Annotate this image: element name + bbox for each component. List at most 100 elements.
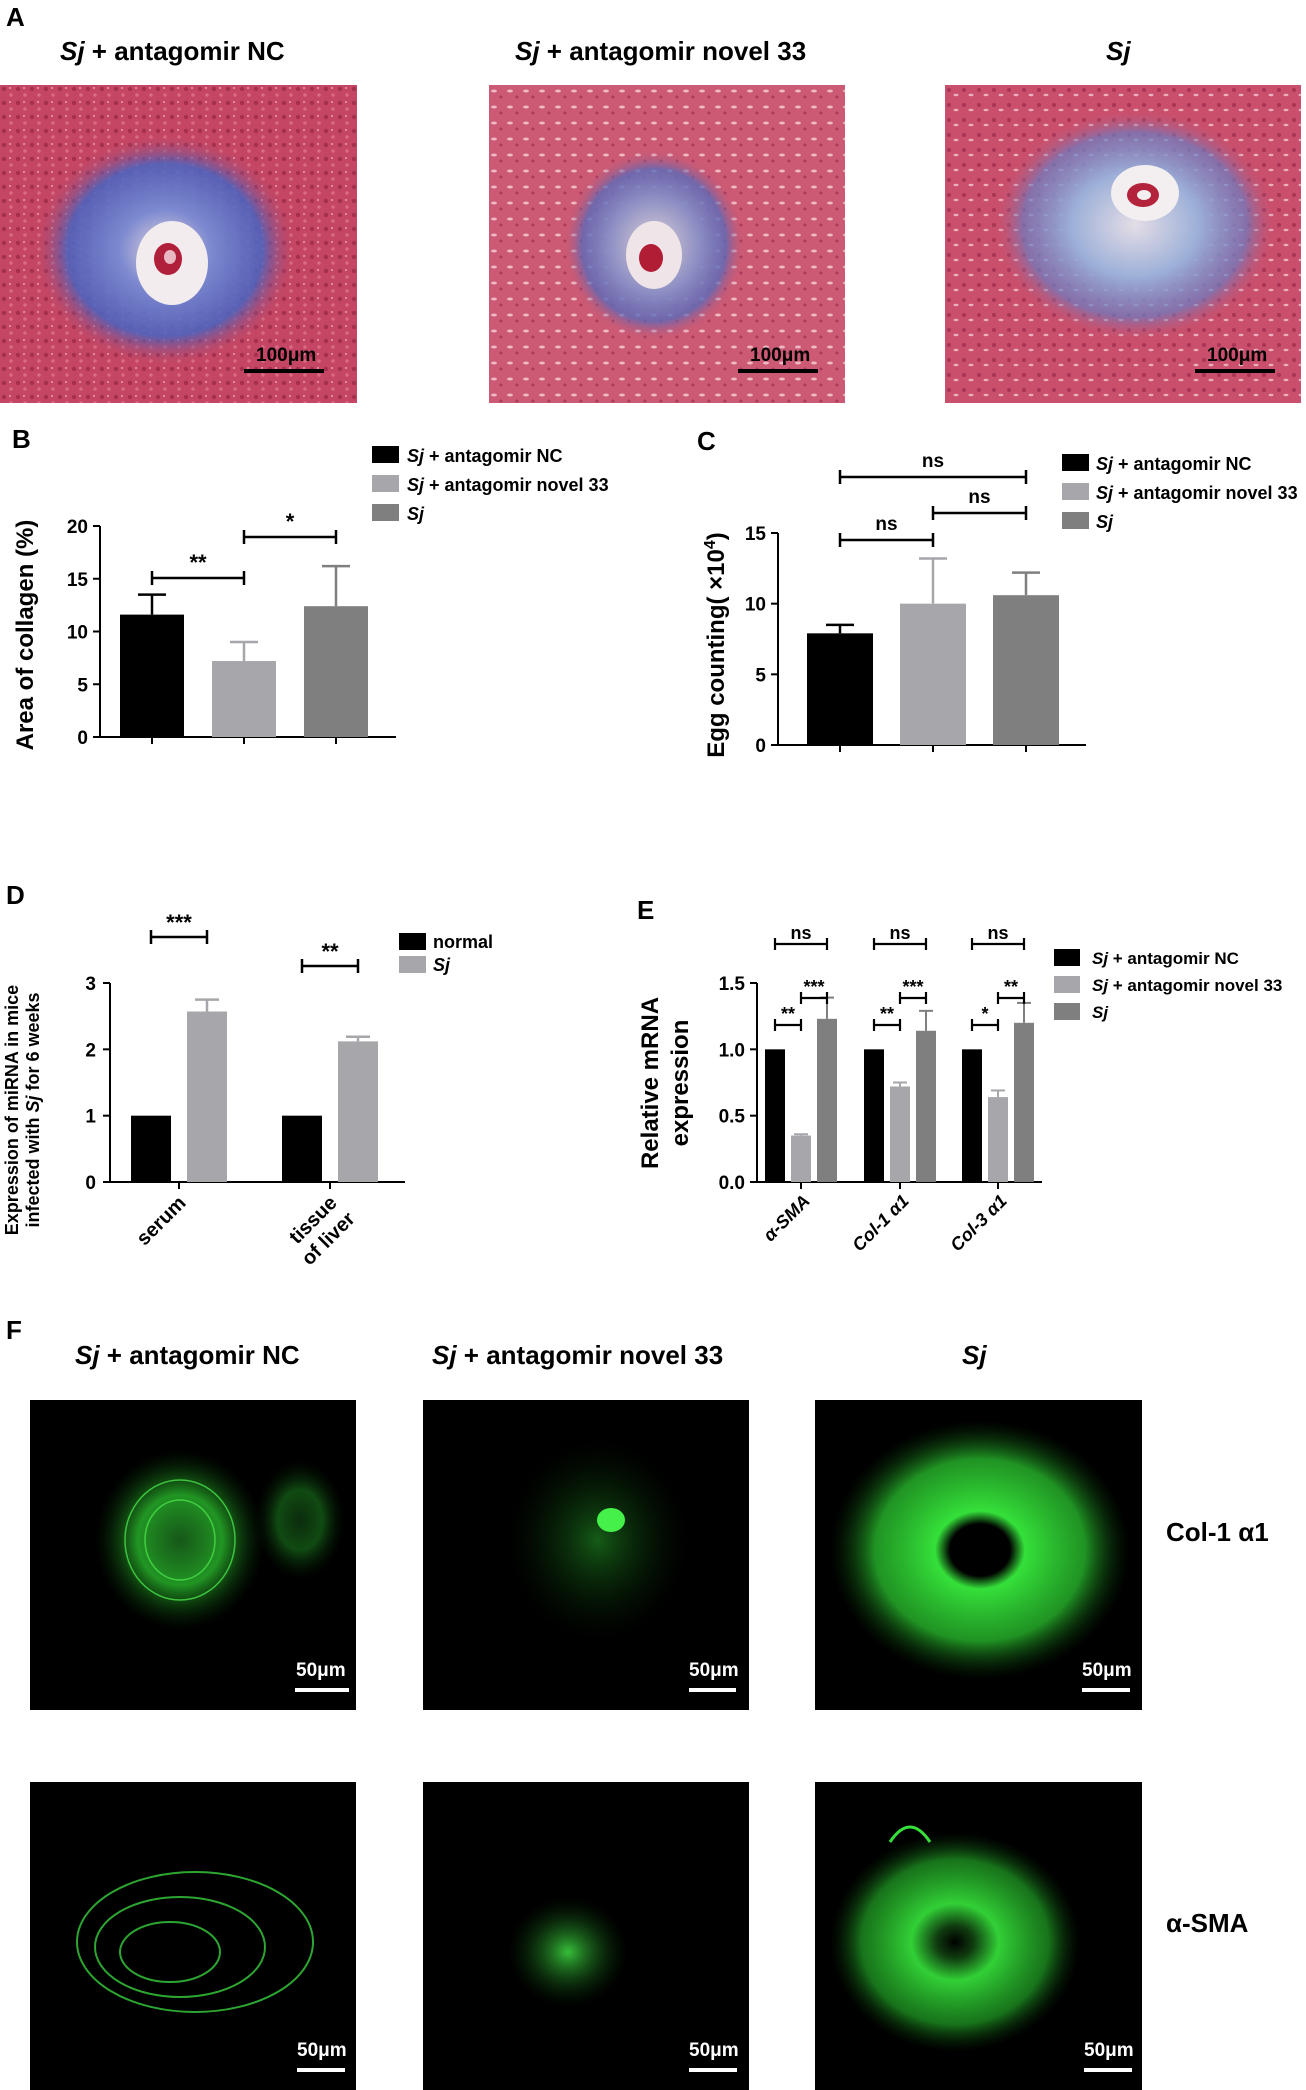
legend-label-c: Sj + antagomir novel 33 (1096, 483, 1298, 503)
bar-e (1014, 1022, 1034, 1182)
bar-c (900, 603, 966, 745)
fluor-col1-sj (815, 1400, 1142, 1710)
legend-label-d: normal (433, 932, 493, 952)
sig-label-e: ** (1004, 977, 1018, 997)
x-tick-label-e: Col-1 α1 (848, 1191, 912, 1255)
sig-label-e: ns (790, 923, 811, 943)
legend-swatch-e (1054, 976, 1080, 993)
scale-label-f-asma-sj: 50μm (1084, 2040, 1134, 2061)
scale-bar-f-col1-sj (1082, 1688, 1130, 1692)
scale-label-f-col1-nc: 50μm (296, 1660, 346, 1681)
bar-e (916, 1030, 936, 1182)
legend-label-e: Sj (1092, 1003, 1109, 1022)
bar-e (864, 1049, 884, 1182)
scale-bar-f-asma-sj (1084, 2068, 1132, 2072)
panel-label-d: D (6, 880, 25, 910)
title-f-sj: Sj (962, 1340, 987, 1370)
scale-label-a-nc: 100μm (256, 345, 317, 366)
scale-label-a-sj: 100μm (1207, 345, 1268, 366)
y-tick-label-c: 0 (755, 736, 766, 757)
bar-b (304, 606, 368, 737)
panel-label-a: A (6, 2, 25, 32)
sig-label-e: ns (889, 923, 910, 943)
legend-swatch-b (372, 446, 399, 463)
fluor-asma-nc (30, 1782, 356, 2090)
scale-bar-f-col1-novel (689, 1688, 736, 1692)
legend-label-e: Sj + antagomir novel 33 (1092, 976, 1282, 995)
bar-e (988, 1097, 1008, 1182)
y-tick-label-b: 20 (67, 517, 88, 538)
panel-label-e: E (637, 895, 655, 925)
panel-label-f: F (6, 1315, 22, 1345)
legend-swatch-d (399, 933, 426, 950)
sig-label-c: ns (922, 451, 944, 472)
scale-bar-f-asma-nc (297, 2068, 345, 2072)
legend-label-d: Sj (433, 955, 451, 975)
title-a-nc: Sj + antagomir NC (60, 36, 285, 66)
sig-label-b: ** (189, 550, 207, 575)
scale-bar-a-nc (244, 369, 324, 373)
row-label-col1: Col-1 α1 (1166, 1517, 1269, 1547)
y-tick-label-e: 0.0 (719, 1173, 745, 1194)
legend-label-c: Sj + antagomir NC (1096, 454, 1252, 474)
scale-bar-f-asma-novel (689, 2068, 737, 2072)
y-tick-label-b: 10 (67, 623, 88, 644)
sig-label-c: ns (968, 487, 990, 508)
title-a-novel: Sj + antagomir novel 33 (515, 36, 807, 66)
bar-b (120, 614, 184, 737)
sig-label-e: ns (987, 923, 1008, 943)
y-axis-label-d: infected with Sj for 6 weeks (23, 992, 43, 1227)
sig-label-d: ** (321, 939, 339, 964)
micrograph-a-sj (945, 85, 1301, 403)
legend-swatch-b (372, 504, 399, 521)
micrograph-a-novel (489, 85, 845, 403)
fluor-asma-sj (815, 1782, 1142, 2090)
y-axis-label-d: Expression of miRNA in mice (2, 985, 22, 1235)
y-tick-label-e: 1.5 (719, 974, 746, 995)
y-tick-label-e: 0.5 (719, 1107, 746, 1128)
legend-label-b: Sj (407, 504, 425, 524)
bar-d (131, 1115, 171, 1182)
y-axis-label-e: expression (667, 1020, 694, 1147)
fluor-col1-novel (423, 1400, 749, 1710)
scale-label-a-novel: 100μm (750, 345, 811, 366)
title-f-nc: Sj + antagomir NC (75, 1340, 300, 1370)
bar-e (890, 1086, 910, 1182)
bar-c (807, 633, 873, 745)
bar-e (817, 1018, 837, 1182)
legend-label-c: Sj (1096, 512, 1114, 532)
y-tick-label-b: 0 (77, 728, 88, 749)
chart-c: 0 5 10 15 Egg counting( ×104) ns ns ns Sj + anta… (702, 451, 1298, 758)
legend-label-e: Sj + antagomir NC (1092, 949, 1239, 968)
sig-label-e: *** (803, 977, 824, 997)
x-tick-label-e: α-SMA (759, 1191, 814, 1246)
scale-label-f-asma-novel: 50μm (689, 2040, 739, 2061)
bar-e (765, 1049, 785, 1182)
y-axis-label-b: Area of collagen (%) (12, 520, 39, 751)
y-tick-label-c: 15 (745, 524, 767, 545)
panel-label-b: B (12, 424, 31, 454)
micrograph-a-nc (0, 85, 357, 403)
bar-c (993, 595, 1059, 745)
legend-label-b: Sj + antagomir NC (407, 446, 563, 466)
legend-swatch-c (1062, 512, 1089, 529)
sig-label-e: ** (880, 1004, 894, 1024)
sig-label-d: *** (166, 910, 192, 935)
legend-swatch-c (1062, 454, 1089, 471)
y-tick-label-d: 2 (85, 1040, 96, 1061)
y-tick-label-e: 1.0 (719, 1040, 745, 1061)
sig-label-e: ** (781, 1004, 795, 1024)
sig-label-c: ns (875, 514, 897, 535)
bar-e (962, 1049, 982, 1182)
scale-bar-f-col1-nc (295, 1688, 349, 1692)
y-tick-label-b: 15 (67, 570, 89, 591)
y-tick-label-c: 10 (745, 595, 766, 616)
legend-label-b: Sj + antagomir novel 33 (407, 475, 609, 495)
row-label-asma: α-SMA (1166, 1908, 1249, 1938)
scale-bar-a-sj (1195, 369, 1275, 373)
scale-label-f-col1-novel: 50μm (689, 1660, 739, 1681)
y-tick-label-d: 0 (85, 1173, 96, 1194)
